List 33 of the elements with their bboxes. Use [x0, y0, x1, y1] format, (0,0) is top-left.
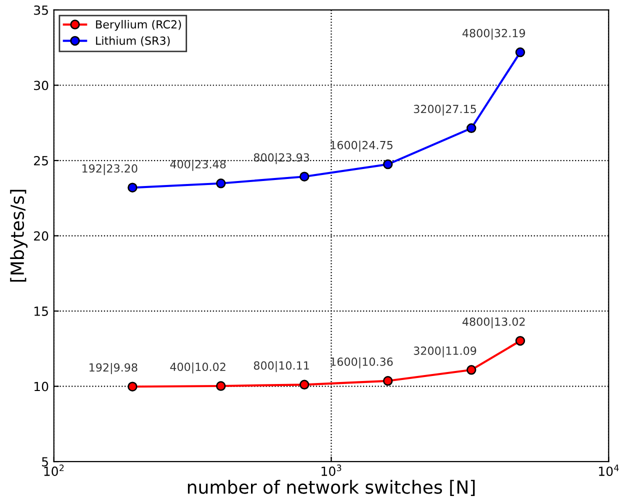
y-tick-label: 25	[34, 156, 48, 166]
point	[383, 159, 393, 170]
data-label: 800|23.93	[254, 153, 310, 164]
x-tick-label: 10$^{3}$	[322, 464, 342, 476]
y-tick-label: 20	[34, 231, 48, 241]
data-label: 1600|24.75	[330, 140, 392, 152]
data-label: 4800|32.19	[462, 28, 525, 40]
data-label: 1600|10.36	[330, 357, 393, 368]
data-label: 4800|13.02	[462, 317, 525, 328]
y-tick-label: 10	[34, 382, 48, 392]
y-tick-label: 5	[42, 457, 48, 466]
point	[216, 381, 226, 391]
data-label: 192|9.98	[90, 363, 138, 374]
legend-label: Lithium (SR3)	[96, 36, 170, 46]
y-axis-title: [Mbytes/s]	[10, 190, 28, 282]
point	[466, 365, 476, 375]
y-tick-label: 15	[34, 306, 48, 316]
point	[466, 123, 476, 134]
point	[300, 172, 310, 182]
data-label: 3200|11.09	[414, 346, 476, 358]
data-label: 400|23.48	[170, 160, 226, 171]
data-label: 800|10.11	[254, 361, 309, 372]
x-axis-title: number of network switches [N]	[188, 480, 475, 496]
y-tick-label: 30	[34, 80, 48, 90]
point	[216, 178, 226, 188]
x-tick-label: 10$^{4}$	[599, 464, 619, 476]
point	[383, 376, 393, 386]
data-label: 192|23.20	[82, 164, 138, 176]
data-label: 400|10.02	[170, 362, 226, 374]
legend-label: Beryllium (RC2)	[96, 20, 181, 31]
y-tick-label: 35	[34, 5, 48, 15]
point	[300, 380, 310, 390]
data-label: 3200|27.15	[414, 104, 476, 116]
